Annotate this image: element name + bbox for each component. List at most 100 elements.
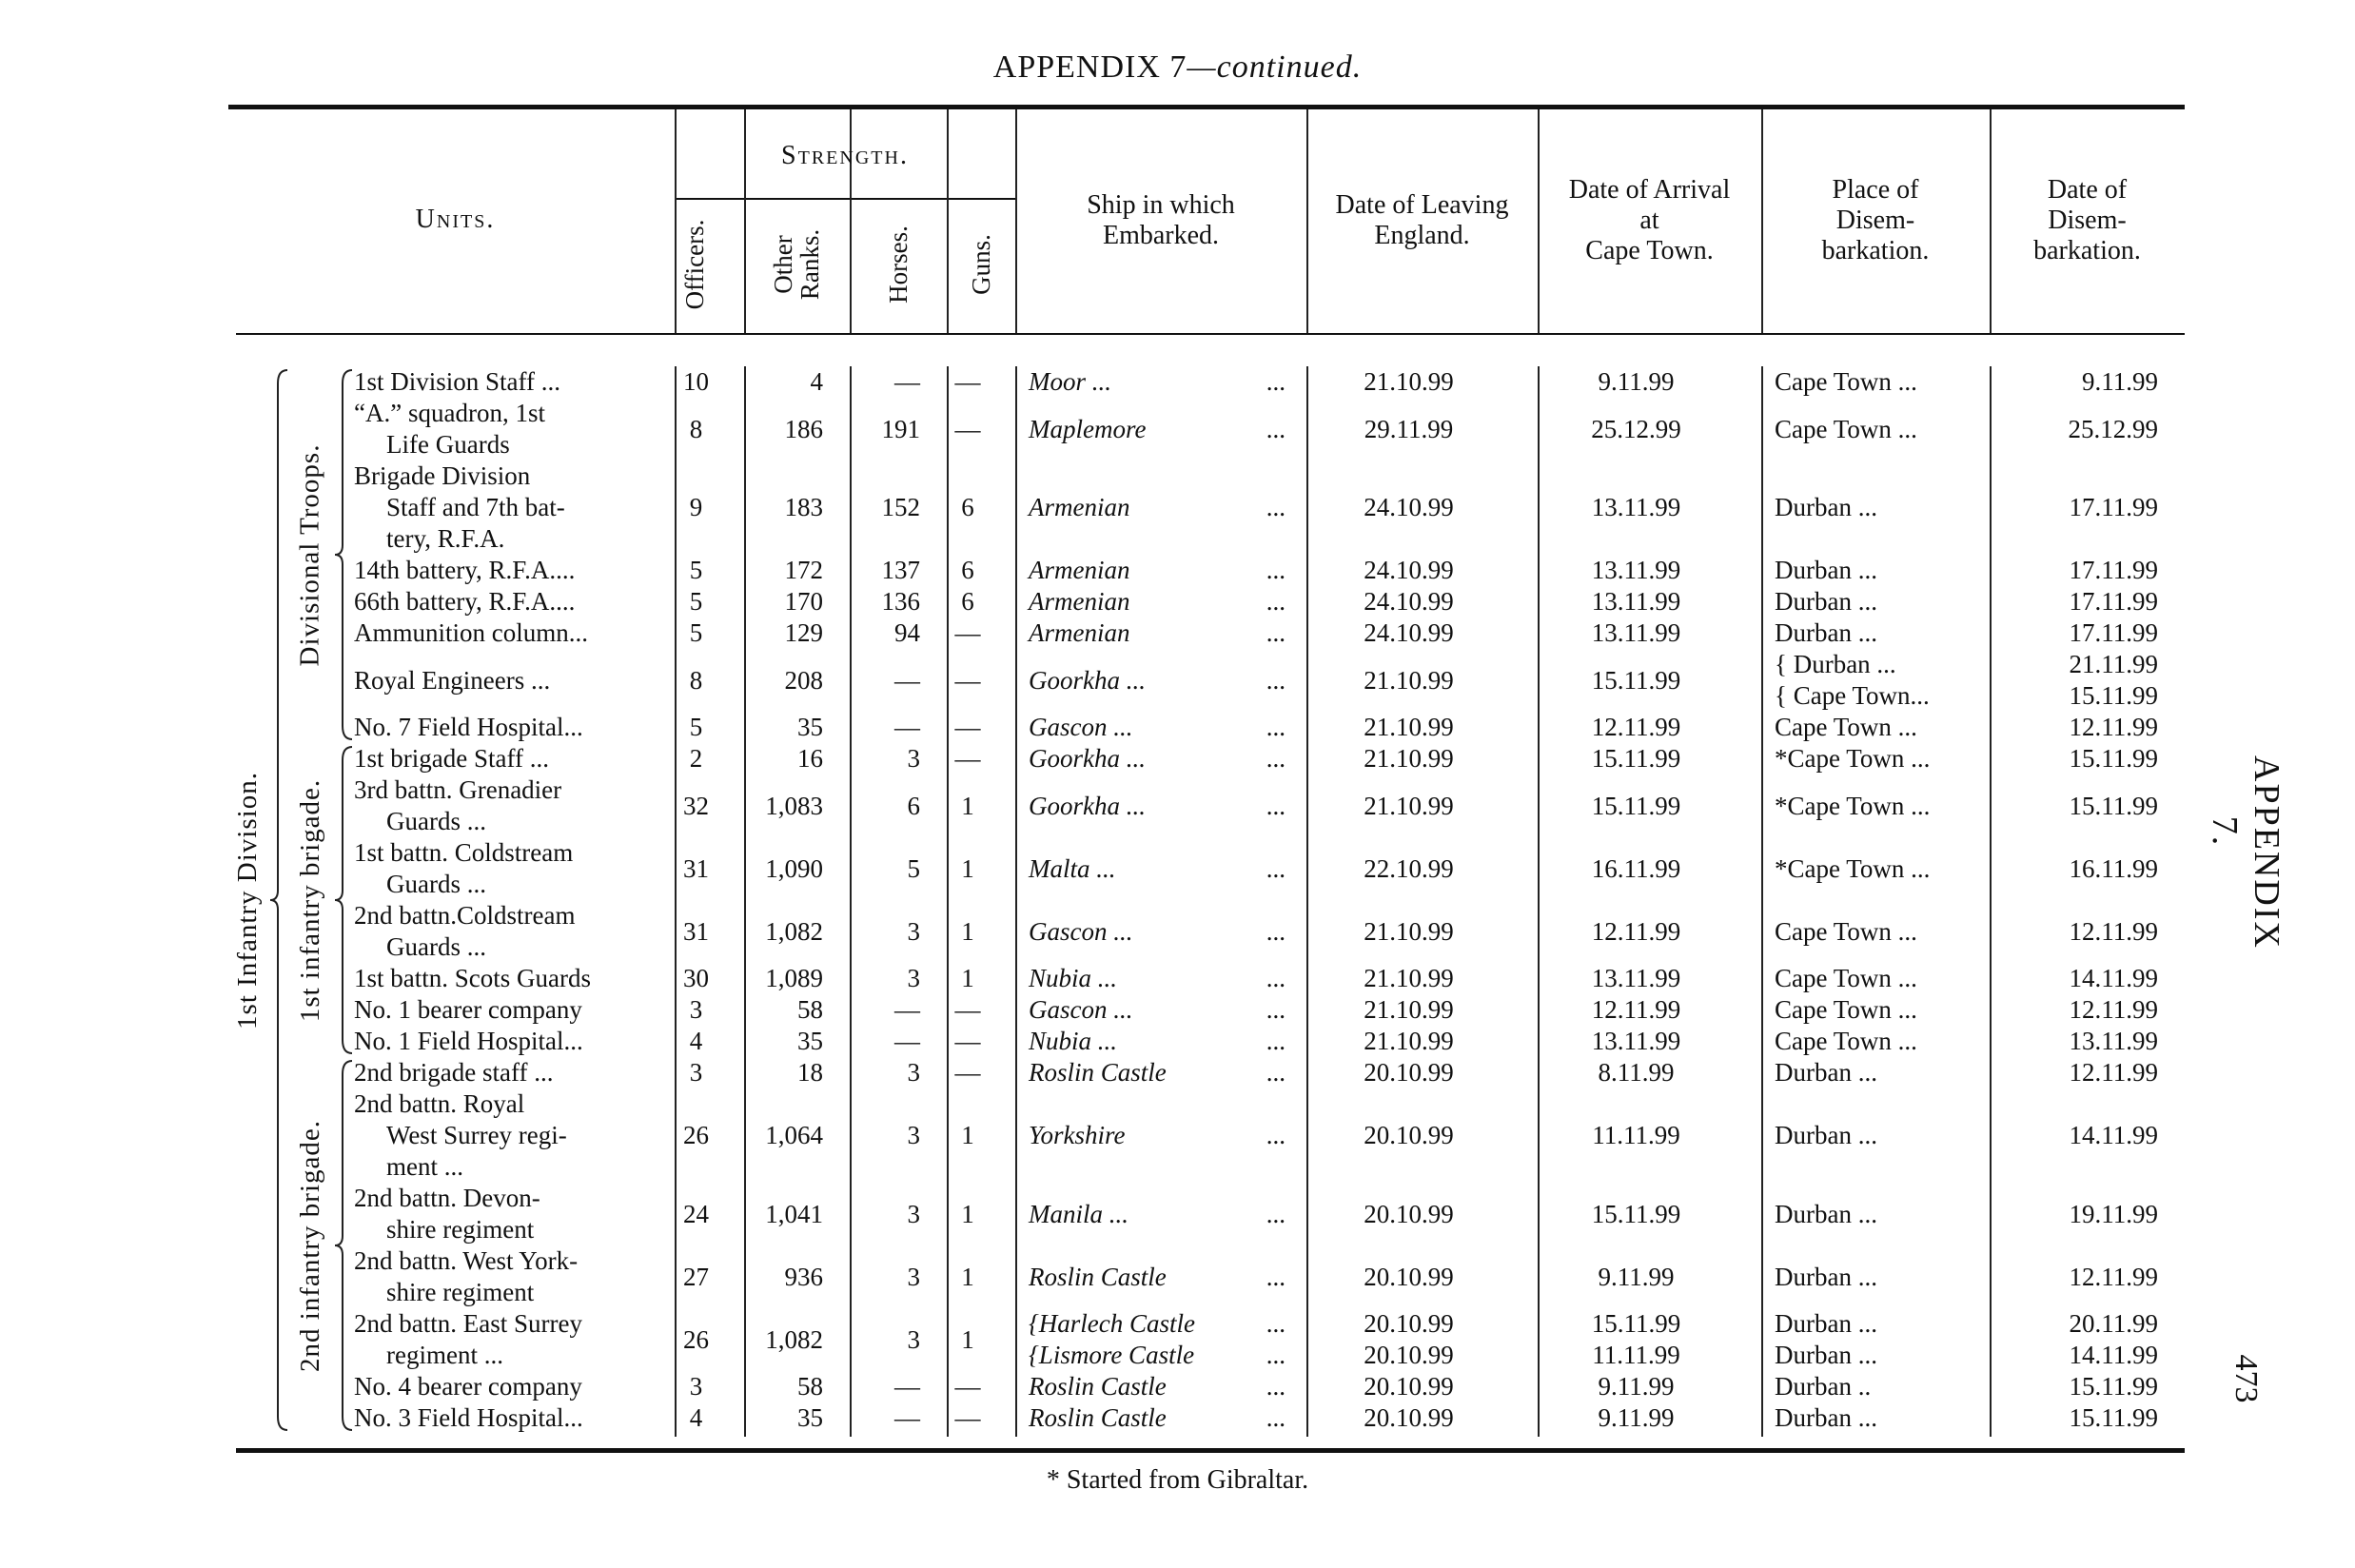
cell-officers: 3 <box>675 1371 717 1402</box>
leaving-text: 24.10.99 <box>1364 587 1454 616</box>
unit-text: 2nd battn. Devon- <box>354 1184 540 1212</box>
cell-leaving: 20.10.99 <box>1306 1199 1511 1230</box>
leaving-text: 20.10.99 <box>1364 1309 1454 1338</box>
cell-guns: 1 <box>947 853 989 885</box>
arrival-text: 15.11.99 <box>1591 1199 1681 1228</box>
arrival-text: 9.11.99 <box>1598 1262 1675 1291</box>
cell-arrival: 12.11.99 <box>1538 712 1735 743</box>
cell-other-ranks: 16 <box>744 743 836 774</box>
cell-place: Durban ... <box>1761 1262 1976 1293</box>
leaving-text: 21.10.99 <box>1364 367 1454 396</box>
officers-text: 5 <box>689 618 703 647</box>
disembarkation-text: 17.11.99 <box>2069 556 2159 584</box>
ship-text: Nubia ... <box>1029 963 1293 994</box>
cell-guns: — <box>947 414 989 445</box>
leaving-text: 20.10.99 <box>1364 1058 1454 1087</box>
header-column-divider <box>1761 109 1763 333</box>
place-text: Durban ... <box>1775 1121 1877 1149</box>
header-disembarkation-line: Disem- <box>2048 206 2127 235</box>
arrival-text: 12.11.99 <box>1591 916 1681 946</box>
arrival-text: 25.12.99 <box>1591 414 1681 443</box>
column-divider <box>1761 366 1763 1437</box>
cell-disembarkation: 20.11.99 14.11.99 <box>1990 1308 2171 1371</box>
cell-horses: 3 <box>850 1120 933 1151</box>
cell-unit: 2nd battn. East Surrey regiment ... <box>354 1308 648 1371</box>
disembarkation-text: 9.11.99 <box>2082 367 2158 396</box>
officers-text: 3 <box>689 1058 703 1087</box>
cell-officers: 3 <box>675 1057 717 1088</box>
horses-text: 3 <box>907 1199 921 1228</box>
leaving-text: 21.10.99 <box>1364 791 1454 820</box>
place-text: Durban ... <box>1775 556 1877 584</box>
cell-arrival: 13.11.99 <box>1538 586 1735 617</box>
cell-place: Durban ... <box>1761 555 1976 586</box>
cell-other-ranks: 1,064 <box>744 1120 836 1151</box>
cell-place: Cape Town ... <box>1761 963 1976 994</box>
unit-text: 3rd battn. Grenadier <box>354 775 562 804</box>
leaving-text: 21.10.99 <box>1364 1027 1454 1055</box>
cell-unit: 2nd battn.Coldstream Guards ... <box>354 900 648 963</box>
cell-officers: 26 <box>675 1324 717 1356</box>
cell-disembarkation: 12.11.99 <box>1990 712 2171 743</box>
cell-horses: — <box>850 366 933 398</box>
unit-text: tery, R.F.A. <box>386 524 505 553</box>
guns-text: 1 <box>961 853 974 883</box>
disembarkation-text: 12.11.99 <box>2069 1262 2159 1291</box>
column-divider <box>1538 366 1540 1437</box>
cell-officers: 10 <box>675 366 717 398</box>
place-text: Cape Town ... <box>1775 1027 1917 1055</box>
cell-guns: — <box>947 665 989 696</box>
ship-text: Gascon ... <box>1029 994 1293 1026</box>
guns-text: 1 <box>961 791 974 820</box>
horses-text: — <box>894 1027 920 1055</box>
unit-text: Staff and 7th bat- <box>386 493 565 521</box>
cell-horses: 6 <box>850 791 933 822</box>
ship-text: {Harlech Castle <box>1029 1308 1293 1340</box>
cell-unit: 2nd battn. Devon-shire regiment <box>354 1183 648 1245</box>
disembarkation-text: 19.11.99 <box>2069 1199 2159 1228</box>
cell-other-ranks: 1,089 <box>744 963 836 994</box>
cell-guns: 1 <box>947 1262 989 1293</box>
cell-horses: 3 <box>850 743 933 774</box>
disembarkation-text: 15.11.99 <box>2069 1372 2159 1401</box>
header-place-line: barkation. <box>1821 236 1930 265</box>
leaving-text: 21.10.99 <box>1364 916 1454 946</box>
cell-other-ranks: 183 <box>744 492 836 523</box>
cell-officers: 24 <box>675 1199 717 1230</box>
header-column-divider <box>675 109 677 333</box>
cell-place: Cape Town ... <box>1761 916 1976 948</box>
disembarkation-text: 21.11.99 <box>2069 650 2159 678</box>
leaving-text: 21.10.99 <box>1364 744 1454 773</box>
arrival-text: 15.11.99 <box>1591 744 1681 773</box>
other-ranks-text: 1,082 <box>765 1324 823 1354</box>
header-column-divider <box>1015 109 1017 333</box>
horses-text: — <box>894 995 920 1024</box>
disembarkation-text: 17.11.99 <box>2069 493 2159 521</box>
other-ranks-text: 58 <box>797 1372 823 1401</box>
horses-text: 191 <box>881 414 921 443</box>
leaving-text: 21.10.99 <box>1364 995 1454 1024</box>
cell-other-ranks: 1,083 <box>744 791 836 822</box>
cell-other-ranks: 58 <box>744 994 836 1026</box>
cell-leaving: 20.10.99 <box>1306 1262 1511 1293</box>
place-text: Cape Town ... <box>1775 414 1917 443</box>
header-leaving-line: England. <box>1374 221 1470 250</box>
cell-officers: 4 <box>675 1402 717 1434</box>
horses-text: 3 <box>907 1262 921 1291</box>
cell-guns: 1 <box>947 916 989 948</box>
cell-unit: 3rd battn. Grenadier Guards ... <box>354 774 648 837</box>
horses-text: 3 <box>907 916 921 946</box>
cell-guns: — <box>947 617 989 649</box>
guns-text: — <box>954 665 981 695</box>
officers-text: 4 <box>689 1027 703 1055</box>
leaving-text: 22.10.99 <box>1364 853 1454 883</box>
cell-horses: 3 <box>850 963 933 994</box>
cell-leaving: 21.10.99 <box>1306 665 1511 696</box>
cell-place: Durban ... <box>1761 586 1976 617</box>
cell-horses: 3 <box>850 916 933 948</box>
cell-horses: 3 <box>850 1262 933 1293</box>
cell-unit: Brigade Division Staff and 7th bat-tery, … <box>354 461 648 555</box>
cell-other-ranks: 4 <box>744 366 836 398</box>
officers-text: 4 <box>689 1403 703 1432</box>
cell-guns: 6 <box>947 586 989 617</box>
